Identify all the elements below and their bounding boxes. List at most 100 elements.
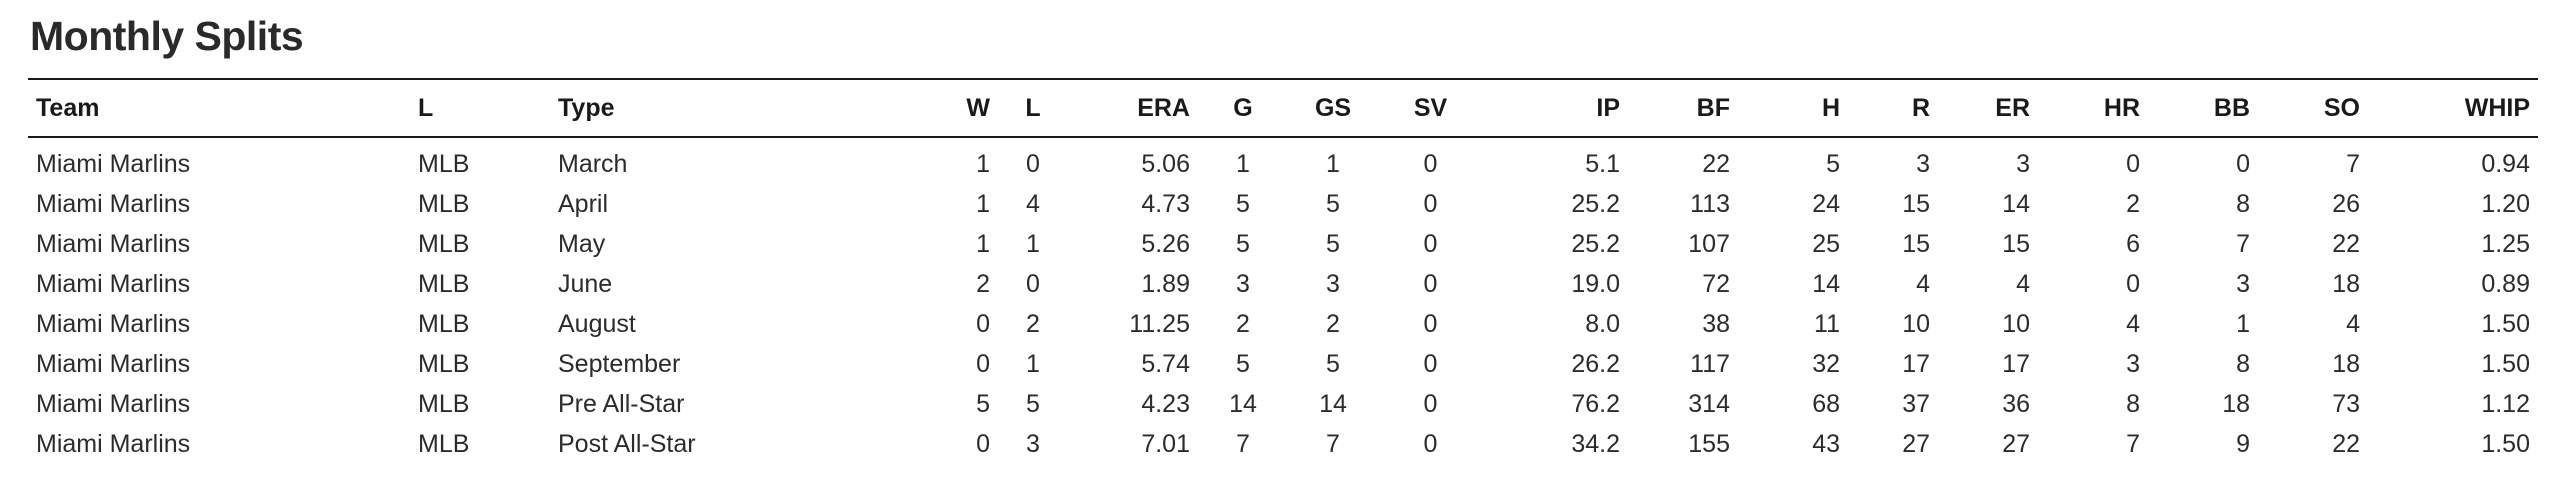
cell-h: 5 [1826,149,1840,178]
cell-era: 7.01 [1141,429,1190,458]
cell-sv: 0 [1423,349,1438,378]
cell-l: 0 [1026,269,1040,298]
cell-bb: 0 [2236,149,2250,178]
cell-g: 2 [1236,309,1250,338]
column-header-g[interactable]: G [1233,93,1253,122]
cell-hr: 2 [2126,189,2140,218]
cell-g: 5 [1236,229,1250,258]
cell-bb: 8 [2236,189,2250,218]
cell-team[interactable]: Miami Marlins [36,429,191,458]
table-header-row: Team L Type W L ERA G GS SV IP BF H R ER… [28,79,2538,137]
cell-h: 14 [1812,269,1840,298]
cell-bf: 38 [1702,309,1730,338]
cell-r: 3 [1916,149,1930,178]
cell-whip: 0.94 [2481,149,2530,178]
cell-so: 22 [2332,429,2360,458]
cell-bb: 9 [2236,429,2250,458]
cell-er: 4 [2016,269,2030,298]
cell-era: 5.26 [1141,229,1190,258]
table-row: Miami Marlins MLB May 1 1 5.26 5 5 0 25.2 107 25 15 1… [28,224,2538,264]
cell-r: 15 [1902,229,1930,258]
cell-era: 5.06 [1141,149,1190,178]
cell-r: 37 [1902,389,1930,418]
table-row: Miami Marlins MLB Pre All-Star 5 5 4.23 14 14 0 7… [28,384,2538,424]
cell-w: 1 [976,189,990,218]
column-header-bb[interactable]: BB [2213,93,2250,122]
column-header-whip[interactable]: WHIP [2464,93,2530,122]
column-header-w[interactable]: W [966,93,990,122]
cell-bb: 8 [2236,349,2250,378]
cell-type: Post All-Star [558,429,696,458]
table-body: Miami Marlins MLB March 1 0 5.06 1 1 0 5.1 22 5 3 3 0 0… [28,137,2538,464]
cell-r: 4 [1916,269,1930,298]
cell-team[interactable]: Miami Marlins [36,309,191,338]
cell-h: 25 [1812,229,1840,258]
cell-l: 3 [1026,429,1040,458]
column-header-type[interactable]: Type [558,93,615,122]
column-header-sv[interactable]: SV [1413,93,1448,122]
cell-level: MLB [418,149,470,178]
cell-l: 5 [1026,389,1040,418]
column-header-l[interactable]: L [1025,93,1041,122]
cell-gs: 2 [1326,309,1340,338]
cell-bf: 113 [1690,189,1730,218]
cell-h: 43 [1812,429,1840,458]
column-header-bf[interactable]: BF [1696,93,1730,122]
table-row: Miami Marlins MLB June 2 0 1.89 3 3 0 19.0 72 14 4 4 0… [28,264,2538,304]
cell-l: 1 [1026,349,1040,378]
cell-hr: 0 [2126,269,2140,298]
cell-so: 26 [2332,189,2360,218]
cell-bb: 18 [2222,389,2250,418]
cell-g: 3 [1236,269,1250,298]
cell-type: August [558,309,636,338]
cell-hr: 8 [2126,389,2140,418]
cell-ip: 26.2 [1571,349,1620,378]
cell-w: 1 [976,149,990,178]
cell-whip: 1.50 [2481,349,2530,378]
cell-team[interactable]: Miami Marlins [36,349,191,378]
cell-type: September [558,349,681,378]
cell-w: 1 [976,229,990,258]
cell-type: June [558,269,613,298]
cell-sv: 0 [1423,189,1438,218]
cell-w: 0 [976,429,990,458]
table-row: Miami Marlins MLB April 1 4 4.73 5 5 0 25.2 113 24 1… [28,184,2538,224]
cell-team[interactable]: Miami Marlins [36,269,191,298]
cell-level: MLB [418,349,470,378]
cell-g: 1 [1236,149,1250,178]
column-header-level[interactable]: L [418,93,434,122]
cell-er: 17 [2002,349,2030,378]
cell-bf: 72 [1702,269,1730,298]
cell-bb: 1 [2236,309,2250,338]
table-row: Miami Marlins MLB March 1 0 5.06 1 1 0 5.1 22 5 3 3 0 0… [28,137,2538,184]
cell-w: 2 [976,269,990,298]
cell-team[interactable]: Miami Marlins [36,149,191,178]
column-header-team[interactable]: Team [36,93,100,122]
cell-w: 5 [976,389,990,418]
column-header-er[interactable]: ER [1995,93,2030,122]
column-header-hr[interactable]: HR [2103,93,2140,122]
column-header-era[interactable]: ERA [1137,93,1190,122]
column-header-h[interactable]: H [1821,93,1840,122]
cell-level: MLB [418,389,470,418]
cell-l: 4 [1026,189,1040,218]
column-header-so[interactable]: SO [2323,93,2360,122]
cell-ip: 76.2 [1571,389,1620,418]
column-header-ip[interactable]: IP [1596,93,1620,122]
column-header-gs[interactable]: GS [1314,93,1352,122]
cell-level: MLB [418,309,470,338]
table-row: Miami Marlins MLB September 0 1 5.74 5 5 0 26.2 11… [28,344,2538,384]
cell-sv: 0 [1423,309,1438,338]
column-header-r[interactable]: R [1911,93,1930,122]
cell-bf: 155 [1688,429,1730,458]
cell-team[interactable]: Miami Marlins [36,189,191,218]
cell-hr: 0 [2126,149,2140,178]
cell-team[interactable]: Miami Marlins [36,389,191,418]
cell-bf: 117 [1690,349,1730,378]
cell-g: 5 [1236,349,1250,378]
cell-sv: 0 [1423,149,1438,178]
cell-level: MLB [418,229,470,258]
cell-team[interactable]: Miami Marlins [36,229,191,258]
cell-hr: 7 [2126,429,2140,458]
